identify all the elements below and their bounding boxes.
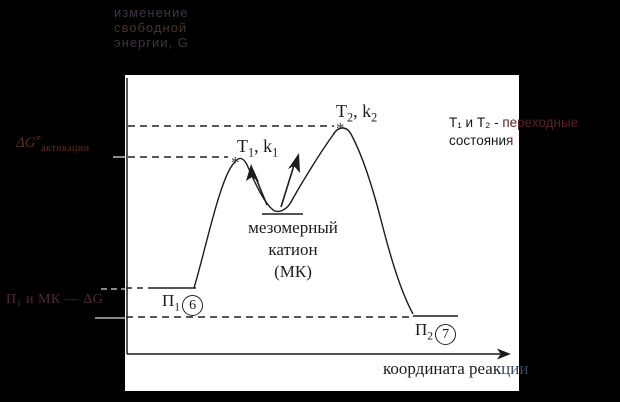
p2-symbol: П bbox=[415, 320, 428, 339]
t1-peak-marker: * bbox=[231, 153, 240, 172]
reaction-curve bbox=[193, 127, 414, 315]
minimum-1-label: П1 6 bbox=[162, 291, 204, 316]
reaction-energy-label: П₁ и МК — ΔG bbox=[6, 292, 104, 307]
t1-separator: , bbox=[254, 136, 264, 156]
y-axis-caption-line2: свободной bbox=[114, 20, 188, 35]
activation-energy-label: ΔG≠активации bbox=[16, 133, 90, 154]
t2-peak-marker: * bbox=[336, 119, 345, 138]
k2-symbol: k bbox=[362, 101, 372, 121]
delta-g-sup: ≠ bbox=[35, 133, 42, 144]
delta-g-base: ΔG bbox=[16, 135, 36, 151]
minimum-2-label: П2 7 bbox=[415, 320, 457, 345]
k2-subscript: 2 bbox=[371, 110, 378, 125]
transition-state-2-label: T2, k2 bbox=[336, 101, 378, 125]
p1-subscript: 1 bbox=[174, 300, 181, 314]
legend-prefix: T₁ и T₂ - bbox=[449, 115, 503, 130]
intermediate-caption: мезомерный катион (МК) bbox=[233, 217, 353, 283]
intermediate-line3: (МК) bbox=[274, 262, 312, 281]
x-axis-label-text: координата реак bbox=[383, 359, 502, 378]
structure-number-7: 7 bbox=[435, 324, 457, 345]
t2-separator: , bbox=[353, 101, 363, 121]
intermediate-line1: мезомерный bbox=[248, 218, 338, 237]
x-axis-arrowhead bbox=[497, 348, 511, 360]
legend-line1: T₁ и T₂ - переходные bbox=[449, 114, 619, 132]
t1-subscript: 1 bbox=[248, 145, 255, 160]
y-axis-caption-line1: изменение bbox=[114, 5, 189, 20]
legend-highlight: переходные bbox=[502, 115, 579, 130]
t2-symbol: T bbox=[336, 101, 347, 121]
intermediate-line2: катион bbox=[268, 240, 318, 259]
x-axis-label-tail: ции bbox=[501, 359, 529, 378]
arrow-to-t1-head bbox=[246, 164, 259, 182]
legend-line2-tail: я bbox=[506, 133, 514, 148]
k1-subscript: 1 bbox=[272, 145, 279, 160]
legend-line2-text: состояни bbox=[449, 133, 507, 148]
arrow-to-t2-shaft bbox=[280, 161, 296, 208]
structure-number-6: 6 bbox=[182, 295, 204, 316]
t2-subscript: 2 bbox=[347, 110, 354, 125]
arrow-to-t2-head bbox=[288, 153, 300, 173]
y-axis-caption: изменение свободной энергии, G bbox=[114, 5, 189, 50]
k1-symbol: k bbox=[263, 136, 273, 156]
transition-state-1-label: T1, k1 bbox=[237, 136, 279, 160]
legend: T₁ и T₂ - переходные состояния bbox=[449, 114, 619, 150]
p2-subscript: 2 bbox=[427, 329, 434, 343]
y-axis-caption-line3: энергии, G bbox=[114, 35, 189, 50]
t1-symbol: T bbox=[237, 136, 248, 156]
p1-symbol: П bbox=[162, 291, 175, 310]
x-axis-label: координата реакции bbox=[383, 359, 528, 379]
delta-g-sub: активации bbox=[41, 143, 90, 154]
legend-line2: состояния bbox=[449, 132, 619, 150]
